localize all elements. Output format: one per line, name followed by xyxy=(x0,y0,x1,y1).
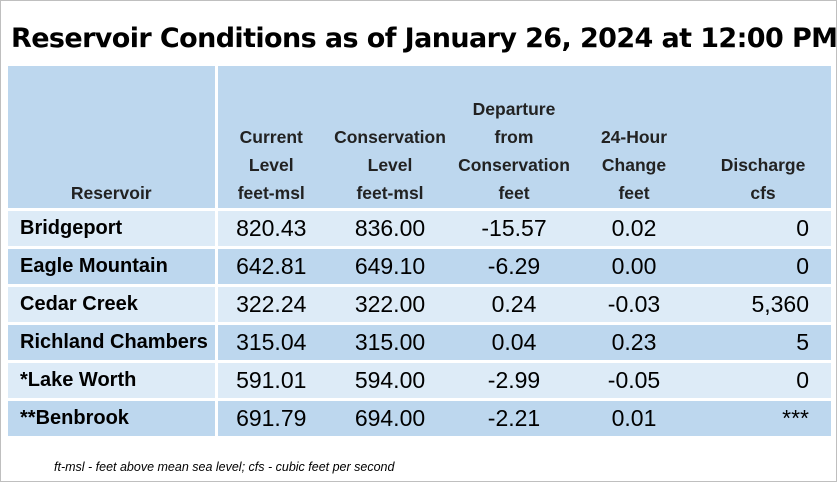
header-current-line-1: Current xyxy=(239,127,303,147)
header-reservoir: Reservoir xyxy=(8,66,218,210)
departure-value: -2.99 xyxy=(455,360,573,400)
header-change-line-2: Change xyxy=(601,155,667,175)
header-departure-line-1: Departure xyxy=(472,99,556,119)
discharge-value: 0 xyxy=(695,208,831,248)
conservation-level-value: 649.10 xyxy=(325,246,455,286)
current-level-value: 591.01 xyxy=(216,360,325,400)
current-level-value: 691.79 xyxy=(216,398,325,436)
discharge-value: 0 xyxy=(695,246,831,286)
header-conservation-line-3: feet-msl xyxy=(356,183,424,203)
table-row: Cedar Creek 322.24 322.00 0.24 -0.03 5,3… xyxy=(8,284,831,324)
table-row: Eagle Mountain 642.81 649.10 -6.29 0.00 … xyxy=(8,246,831,286)
reservoir-name: Cedar Creek xyxy=(8,284,218,324)
header-conservation-line-1: Conservation xyxy=(334,127,446,147)
conservation-level-value: 594.00 xyxy=(325,360,455,400)
current-level-value: 322.24 xyxy=(216,284,325,324)
table-row: **Benbrook 691.79 694.00 -2.21 0.01 *** xyxy=(8,398,831,436)
change-value: 0.00 xyxy=(573,246,695,286)
header-24-hour-change: 24-Hour Change feet xyxy=(573,66,695,210)
change-value: 0.02 xyxy=(573,208,695,248)
change-value: 0.01 xyxy=(573,398,695,436)
reservoir-name: Bridgeport xyxy=(8,208,218,248)
header-discharge-line-1: Discharge xyxy=(720,155,806,175)
header-current-level: Current Level feet-msl xyxy=(216,66,325,210)
reservoir-name: Eagle Mountain xyxy=(8,246,218,286)
departure-value: -6.29 xyxy=(455,246,573,286)
header-change-line-3: feet xyxy=(618,183,650,203)
change-value: -0.03 xyxy=(573,284,695,324)
table-header-row: Reservoir Current Level feet-msl Conserv… xyxy=(8,66,831,210)
current-level-value: 642.81 xyxy=(216,246,325,286)
conservation-level-value: 315.00 xyxy=(325,322,455,362)
current-level-value: 315.04 xyxy=(216,322,325,362)
header-change-line-1: 24-Hour xyxy=(600,127,668,147)
conservation-level-value: 322.00 xyxy=(325,284,455,324)
table-row: Bridgeport 820.43 836.00 -15.57 0.02 0 xyxy=(8,208,831,248)
header-conservation-level: Conservation Level feet-msl xyxy=(325,66,455,210)
reservoir-name: **Benbrook xyxy=(8,398,218,436)
header-discharge-line-2: cfs xyxy=(750,183,776,203)
header-current-line-3: feet-msl xyxy=(237,183,305,203)
discharge-value: 0 xyxy=(695,360,831,400)
departure-value: -2.21 xyxy=(455,398,573,436)
table-row: Richland Chambers 315.04 315.00 0.04 0.2… xyxy=(8,322,831,362)
header-discharge: Discharge cfs xyxy=(695,66,831,210)
current-level-value: 820.43 xyxy=(216,208,325,248)
discharge-value: *** xyxy=(695,398,831,436)
conservation-level-value: 694.00 xyxy=(325,398,455,436)
reservoir-table: Reservoir Current Level feet-msl Conserv… xyxy=(8,66,831,436)
header-departure-line-4: feet xyxy=(498,183,530,203)
header-conservation-line-2: Level xyxy=(367,155,413,175)
departure-value: 0.24 xyxy=(455,284,573,324)
header-departure-line-3: Conservation xyxy=(458,155,570,175)
header-departure: Departure from Conservation feet xyxy=(455,66,573,210)
discharge-value: 5,360 xyxy=(695,284,831,324)
header-reservoir-line: Reservoir xyxy=(70,183,152,203)
footnote: ft-msl - feet above mean sea level; cfs … xyxy=(54,460,395,474)
table-row: *Lake Worth 591.01 594.00 -2.99 -0.05 0 xyxy=(8,360,831,400)
header-current-line-2: Level xyxy=(248,155,294,175)
departure-value: -15.57 xyxy=(455,208,573,248)
reservoir-name: Richland Chambers xyxy=(8,322,218,362)
page-title: Reservoir Conditions as of January 26, 2… xyxy=(11,23,837,54)
conservation-level-value: 836.00 xyxy=(325,208,455,248)
header-departure-line-2: from xyxy=(494,127,534,147)
change-value: 0.23 xyxy=(573,322,695,362)
discharge-value: 5 xyxy=(695,322,831,362)
change-value: -0.05 xyxy=(573,360,695,400)
departure-value: 0.04 xyxy=(455,322,573,362)
reservoir-name: *Lake Worth xyxy=(8,360,218,400)
